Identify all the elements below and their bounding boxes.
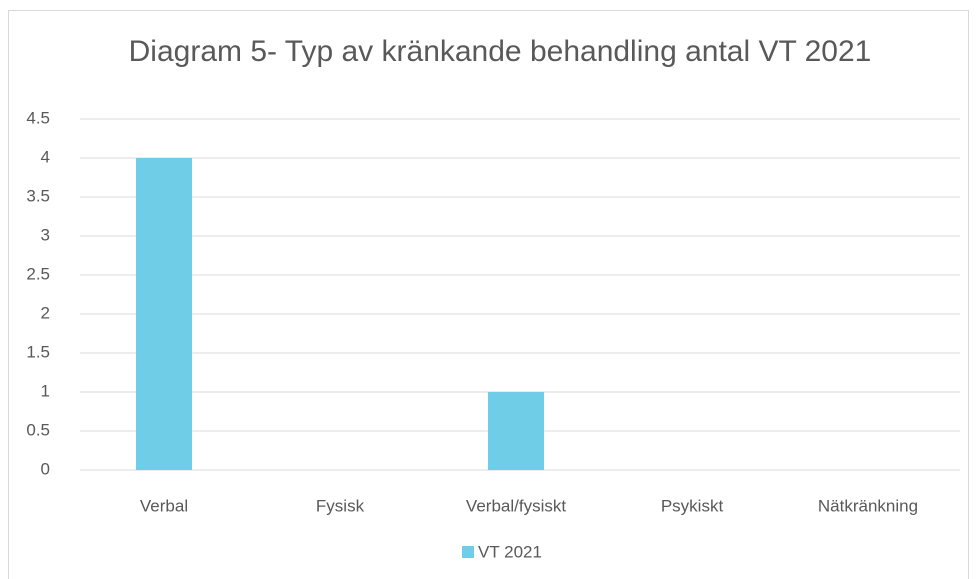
x-tick-label: Verbal	[140, 496, 188, 515]
x-tick-label: Fysisk	[316, 496, 365, 515]
y-tick-label: 3	[41, 225, 50, 244]
bar	[136, 158, 192, 470]
y-tick-label: 0.5	[26, 420, 50, 439]
legend-label: VT 2021	[478, 542, 542, 561]
bar	[488, 392, 544, 470]
x-tick-label: Psykiskt	[661, 496, 724, 515]
y-tick-label: 3.5	[26, 186, 50, 205]
y-tick-label: 4	[41, 147, 50, 166]
legend-swatch	[462, 546, 474, 558]
y-tick-label: 2	[41, 303, 50, 322]
y-tick-label: 0	[41, 459, 50, 478]
y-tick-label: 1.5	[26, 342, 50, 361]
y-tick-label: 2.5	[26, 264, 50, 283]
x-tick-label: Nätkränkning	[818, 496, 918, 515]
chart-title: Diagram 5- Typ av kränkande behandling a…	[129, 35, 872, 68]
x-tick-label: Verbal/fysiskt	[466, 496, 566, 515]
y-tick-label: 4.5	[26, 108, 50, 127]
y-tick-label: 1	[41, 381, 50, 400]
